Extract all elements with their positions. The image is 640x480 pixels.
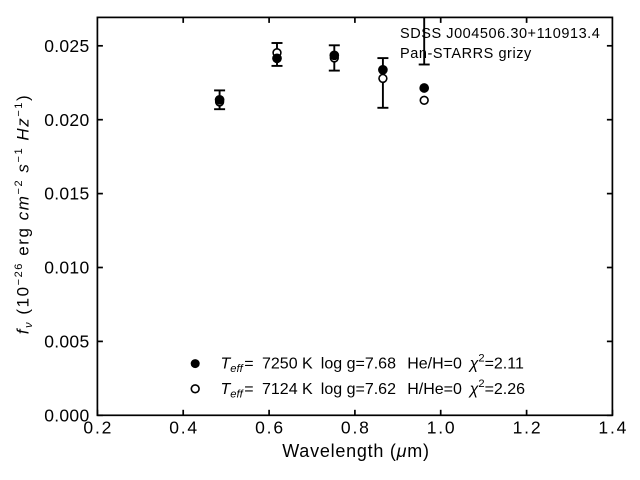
svg-text:0.8: 0.8 [341,418,371,438]
svg-text:0.015: 0.015 [44,184,89,204]
svg-text:0.020: 0.020 [44,110,89,130]
svg-text:fν (10−26 erg cm−2 s−1 Hz−1): fν (10−26 erg cm−2 s−1 Hz−1) [13,94,35,334]
svg-text:SDSS J004506.30+110913.4: SDSS J004506.30+110913.4 [400,26,600,42]
svg-text:Pan-STARRS grizy: Pan-STARRS grizy [400,46,532,62]
svg-text:1.2: 1.2 [513,418,543,438]
svg-text:0.4: 0.4 [169,418,199,438]
svg-text:Wavelength (μm): Wavelength (μm) [282,441,430,461]
svg-text:1.4: 1.4 [598,418,628,438]
svg-text:0.025: 0.025 [44,36,89,56]
svg-text:0.000: 0.000 [44,405,89,425]
svg-text:0.010: 0.010 [44,258,89,278]
svg-text:0.005: 0.005 [44,332,89,352]
svg-text:1.0: 1.0 [427,418,457,438]
svg-text:0.6: 0.6 [255,418,285,438]
svg-text:0.2: 0.2 [83,418,113,438]
